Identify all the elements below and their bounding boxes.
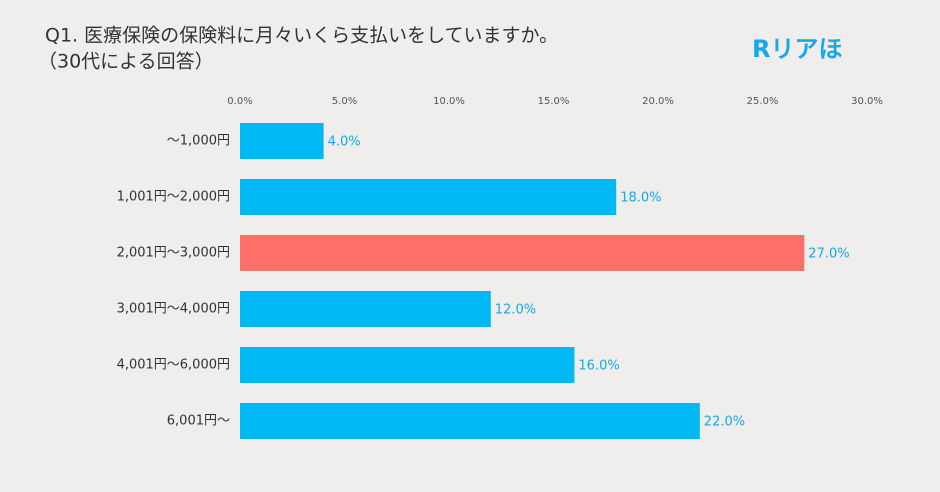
x-tick-label: 0.0% bbox=[227, 96, 252, 107]
bar bbox=[240, 235, 805, 271]
value-label: 12.0% bbox=[495, 303, 536, 318]
value-label: 27.0% bbox=[808, 247, 849, 262]
value-label: 18.0% bbox=[620, 191, 661, 206]
y-tick-label: 4,001円～6,000円 bbox=[117, 358, 230, 373]
value-label: 22.0% bbox=[704, 415, 745, 430]
bar bbox=[240, 179, 617, 215]
y-tick-label: 1,001円～2,000円 bbox=[117, 190, 230, 205]
logo: Rリアほ bbox=[752, 35, 842, 63]
bar bbox=[240, 403, 700, 439]
x-tick-label: 5.0% bbox=[332, 96, 357, 107]
x-tick-label: 15.0% bbox=[538, 96, 570, 107]
bar bbox=[240, 123, 324, 159]
chart-title: Q1. 医療保険の保険料に月々いくら支払いをしていますか。 bbox=[45, 25, 558, 47]
value-label: 16.0% bbox=[578, 359, 619, 374]
x-tick-label: 30.0% bbox=[851, 96, 883, 107]
y-tick-label: 6,001円～ bbox=[167, 414, 230, 429]
y-tick-label: 2,001円～3,000円 bbox=[117, 246, 230, 261]
y-tick-label: 3,001円～4,000円 bbox=[117, 302, 230, 317]
x-tick-label: 10.0% bbox=[433, 96, 465, 107]
x-tick-label: 20.0% bbox=[642, 96, 674, 107]
bar bbox=[240, 291, 491, 327]
y-tick-label: ～1,000円 bbox=[167, 134, 230, 149]
value-label: 4.0% bbox=[328, 135, 361, 150]
chart-subtitle: （30代による回答） bbox=[38, 51, 214, 73]
bar bbox=[240, 347, 575, 383]
x-tick-label: 25.0% bbox=[747, 96, 779, 107]
